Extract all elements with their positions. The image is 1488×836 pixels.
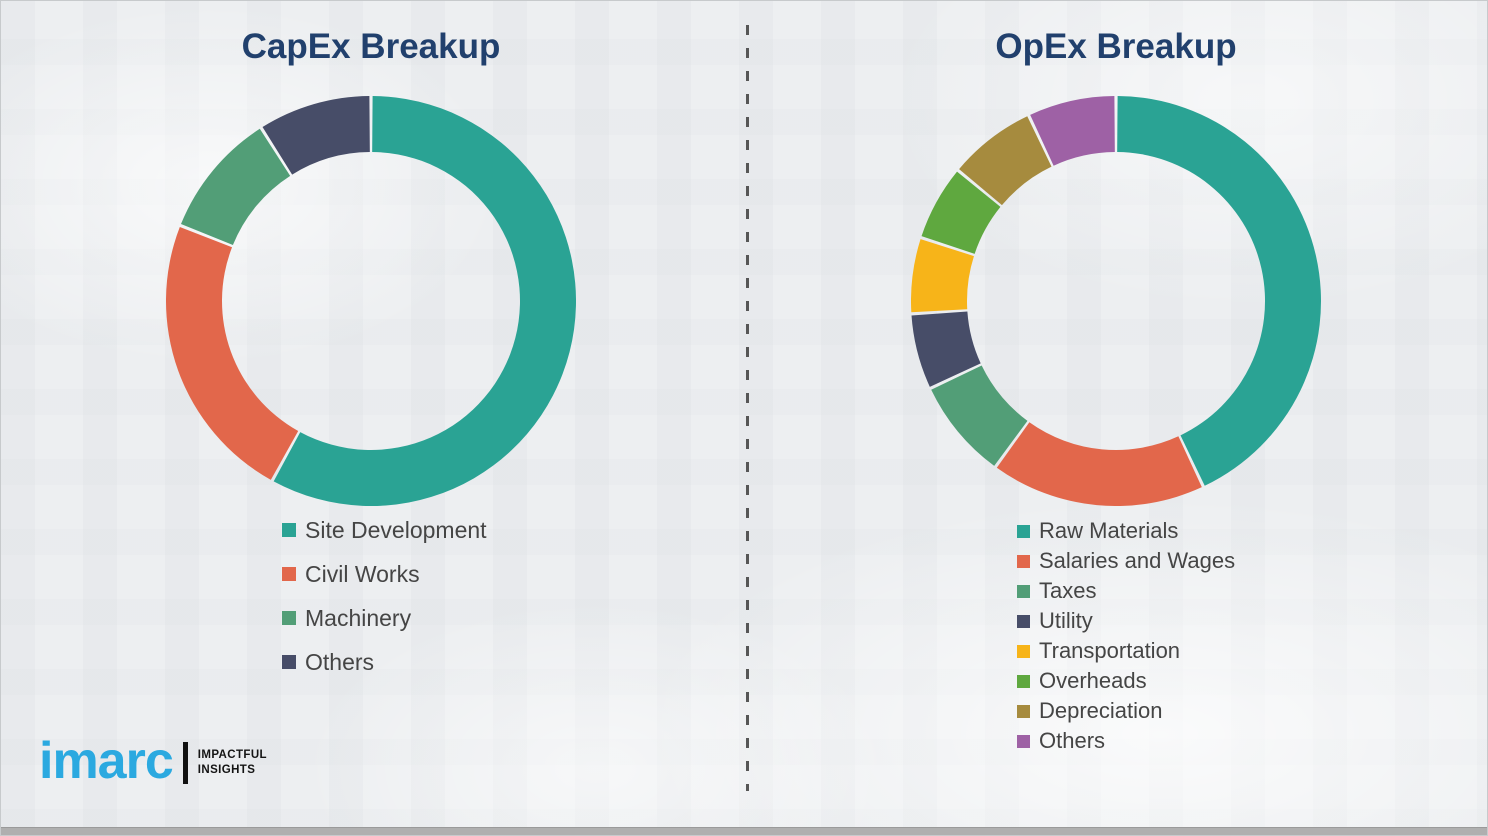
- imarc-logo: imarc IMPACTFUL INSIGHTS: [39, 735, 267, 787]
- logo-divider-bar: [182, 742, 188, 784]
- legend-label: Transportation: [1039, 638, 1181, 663]
- legend-item-transportation: Transportation: [1017, 636, 1235, 666]
- legend-item-raw-materials: Raw Materials: [1017, 516, 1235, 546]
- legend-swatch: [282, 567, 296, 581]
- legend-swatch: [1017, 584, 1030, 598]
- legend-item-utility: Utility: [1017, 606, 1235, 636]
- legend-item-others: Others: [1017, 726, 1235, 756]
- opex-segment-depreciation: [959, 116, 1052, 206]
- legend-item-site-development: Site Development: [282, 508, 487, 552]
- legend-item-overheads: Overheads: [1017, 666, 1235, 696]
- capex-donut-chart: [166, 96, 576, 506]
- capex-title: CapEx Breakup: [241, 27, 501, 66]
- legend-label: Overheads: [1039, 668, 1147, 693]
- legend-item-taxes: Taxes: [1017, 576, 1235, 606]
- imarc-logo-tagline: IMPACTFUL INSIGHTS: [198, 748, 267, 778]
- legend-swatch: [282, 655, 296, 669]
- legend-swatch: [282, 611, 296, 625]
- tagline-line-2: INSIGHTS: [197, 764, 256, 776]
- opex-title: OpEx Breakup: [995, 27, 1237, 66]
- legend-label: Others: [1039, 728, 1106, 753]
- legend-item-machinery: Machinery: [282, 596, 487, 640]
- opex-segment-raw-materials: [1117, 96, 1321, 486]
- imarc-logo-text: imarc: [39, 732, 174, 790]
- vertical-dashed-divider: [746, 25, 749, 791]
- legend-swatch: [1017, 674, 1030, 688]
- legend-label: Site Development: [305, 516, 487, 543]
- legend-label: Taxes: [1039, 578, 1097, 603]
- legend-swatch: [282, 523, 296, 537]
- capex-segment-others: [262, 96, 370, 175]
- legend-swatch: [1017, 524, 1030, 538]
- opex-segment-taxes: [931, 365, 1028, 466]
- opex-segment-salaries-and-wages: [996, 422, 1202, 506]
- capex-segment-site-development: [273, 96, 576, 506]
- legend-swatch: [1017, 614, 1030, 628]
- opex-segment-transportation: [911, 239, 974, 313]
- legend-label: Machinery: [305, 604, 412, 631]
- legend-label: Raw Materials: [1039, 518, 1179, 543]
- capex-segment-civil-works: [166, 227, 299, 480]
- opex-donut-chart: [911, 96, 1321, 506]
- legend-label: Salaries and Wages: [1039, 548, 1236, 573]
- capex-legend: Site Development Civil Works Machinery Othe…: [282, 508, 487, 684]
- legend-swatch: [1017, 644, 1030, 658]
- legend-label: Depreciation: [1039, 698, 1163, 723]
- legend-label: Utility: [1039, 608, 1093, 633]
- legend-swatch: [1017, 734, 1030, 748]
- legend-label: Others: [305, 648, 375, 675]
- opex-segment-overheads: [921, 171, 1001, 254]
- opex-segment-others: [1030, 96, 1115, 166]
- legend-item-salaries-and-wages: Salaries and Wages: [1017, 546, 1235, 576]
- bottom-window-edge: [1, 827, 1487, 835]
- legend-swatch: [1017, 704, 1030, 718]
- legend-label: Civil Works: [305, 560, 420, 587]
- opex-segment-utility: [911, 311, 981, 387]
- legend-item-others: Others: [282, 640, 487, 684]
- legend-item-depreciation: Depreciation: [1017, 696, 1235, 726]
- capex-segment-machinery: [180, 128, 291, 246]
- tagline-line-1: IMPACTFUL: [197, 749, 267, 762]
- opex-legend: Raw Materials Salaries and Wages Taxes Util…: [1017, 516, 1235, 756]
- legend-swatch: [1017, 554, 1030, 568]
- legend-item-civil-works: Civil Works: [282, 552, 487, 596]
